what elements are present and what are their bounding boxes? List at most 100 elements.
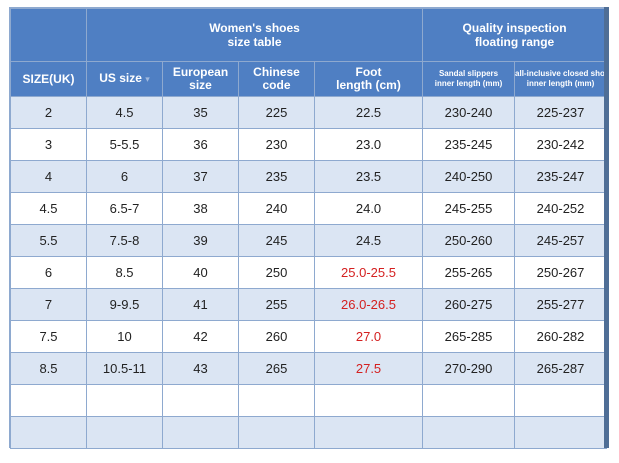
table-row: 4.5 6.5-7 38 240 24.0 245-255 240-252 <box>10 192 608 225</box>
cell-closed-length[interactable]: 255-277 <box>514 288 608 321</box>
cell-size-uk[interactable]: 7.5 <box>10 320 87 353</box>
header-us-size[interactable]: US size ▾ <box>86 61 163 97</box>
cell-us-size[interactable]: 7.5-8 <box>86 224 163 257</box>
cell-closed-length[interactable]: 245-257 <box>514 224 608 257</box>
cell-size-uk[interactable]: 5.5 <box>10 224 87 257</box>
empty-cell[interactable] <box>238 384 315 417</box>
header-european-line1: European <box>172 65 229 79</box>
header-sandal-line2: inner length (mm) <box>434 79 503 88</box>
cell-foot-length[interactable]: 25.0-25.5 <box>313 256 424 289</box>
cell-european-size[interactable]: 37 <box>162 160 239 193</box>
cell-foot-length[interactable]: 27.0 <box>313 320 424 353</box>
cell-european-size[interactable]: 38 <box>162 192 239 225</box>
table-title-line2: size table <box>227 35 282 49</box>
header-sandal-inner-length[interactable]: Sandal slippers inner length (mm) <box>422 61 516 97</box>
cell-chinese-code[interactable]: 240 <box>238 192 315 225</box>
cell-us-size[interactable]: 6 <box>86 160 163 193</box>
cell-foot-length[interactable]: 24.5 <box>313 224 424 257</box>
cell-chinese-code[interactable]: 235 <box>238 160 315 193</box>
header-size-uk[interactable]: SIZE(UK) <box>10 61 87 97</box>
header-european-line2: size <box>189 78 212 92</box>
cell-european-size[interactable]: 43 <box>162 352 239 385</box>
cell-chinese-code[interactable]: 230 <box>238 128 315 161</box>
cell-size-uk[interactable]: 8.5 <box>10 352 87 385</box>
cell-foot-length[interactable]: 27.5 <box>313 352 424 385</box>
empty-cell[interactable] <box>162 416 239 449</box>
title-spacer <box>10 8 87 62</box>
cell-size-uk[interactable]: 6 <box>10 256 87 289</box>
cell-closed-length[interactable]: 235-247 <box>514 160 608 193</box>
cell-european-size[interactable]: 40 <box>162 256 239 289</box>
cell-chinese-code[interactable]: 265 <box>238 352 315 385</box>
cell-us-size[interactable]: 5-5.5 <box>86 128 163 161</box>
cell-european-size[interactable]: 39 <box>162 224 239 257</box>
cell-foot-length[interactable]: 26.0-26.5 <box>313 288 424 321</box>
empty-cell[interactable] <box>86 384 163 417</box>
header-closed-shoes-inner-length[interactable]: all-inclusive closed shoes inner length … <box>514 61 608 97</box>
cell-closed-length[interactable]: 250-267 <box>514 256 608 289</box>
cell-size-uk[interactable]: 4 <box>10 160 87 193</box>
cell-sandal-length[interactable]: 230-240 <box>422 96 516 129</box>
empty-cell[interactable] <box>313 416 424 449</box>
cell-sandal-length[interactable]: 255-265 <box>422 256 516 289</box>
cell-foot-length[interactable]: 22.5 <box>313 96 424 129</box>
sort-arrow-icon[interactable]: ▾ <box>145 74 150 84</box>
table-row: 8.5 10.5-11 43 265 27.5 270-290 265-287 <box>10 352 608 385</box>
cell-sandal-length[interactable]: 270-290 <box>422 352 516 385</box>
empty-cell[interactable] <box>10 416 87 449</box>
cell-sandal-length[interactable]: 245-255 <box>422 192 516 225</box>
cell-closed-length[interactable]: 230-242 <box>514 128 608 161</box>
cell-us-size[interactable]: 6.5-7 <box>86 192 163 225</box>
cell-us-size[interactable]: 10 <box>86 320 163 353</box>
cell-sandal-length[interactable]: 265-285 <box>422 320 516 353</box>
cell-us-size[interactable]: 10.5-11 <box>86 352 163 385</box>
header-foot-line2: length (cm) <box>336 78 401 92</box>
cell-chinese-code[interactable]: 260 <box>238 320 315 353</box>
cell-foot-length[interactable]: 24.0 <box>313 192 424 225</box>
empty-cell[interactable] <box>313 384 424 417</box>
table-row: 7 9-9.5 41 255 26.0-26.5 260-275 255-277 <box>10 288 608 321</box>
empty-cell[interactable] <box>514 384 608 417</box>
cell-sandal-length[interactable]: 235-245 <box>422 128 516 161</box>
cell-foot-length[interactable]: 23.0 <box>313 128 424 161</box>
header-foot-line1: Foot <box>355 65 382 79</box>
cell-european-size[interactable]: 36 <box>162 128 239 161</box>
cell-closed-length[interactable]: 265-287 <box>514 352 608 385</box>
cell-closed-length[interactable]: 240-252 <box>514 192 608 225</box>
empty-cell[interactable] <box>422 384 516 417</box>
cell-size-uk[interactable]: 2 <box>10 96 87 129</box>
cell-us-size[interactable]: 4.5 <box>86 96 163 129</box>
cell-chinese-code[interactable]: 225 <box>238 96 315 129</box>
empty-cell[interactable] <box>514 416 608 449</box>
cell-sandal-length[interactable]: 260-275 <box>422 288 516 321</box>
cell-european-size[interactable]: 35 <box>162 96 239 129</box>
cell-chinese-code[interactable]: 255 <box>238 288 315 321</box>
table-row: 2 4.5 35 225 22.5 230-240 225-237 <box>10 96 608 129</box>
empty-cell[interactable] <box>162 384 239 417</box>
cell-size-uk[interactable]: 4.5 <box>10 192 87 225</box>
cell-sandal-length[interactable]: 240-250 <box>422 160 516 193</box>
cell-us-size[interactable]: 9-9.5 <box>86 288 163 321</box>
header-chinese-line2: code <box>262 78 291 92</box>
header-chinese-code[interactable]: Chinese code <box>238 61 315 97</box>
cell-size-uk[interactable]: 7 <box>10 288 87 321</box>
header-size-uk-label: SIZE(UK) <box>22 71 75 86</box>
empty-cell[interactable] <box>422 416 516 449</box>
cell-sandal-length[interactable]: 250-260 <box>422 224 516 257</box>
table-row: 3 5-5.5 36 230 23.0 235-245 230-242 <box>10 128 608 161</box>
cell-european-size[interactable]: 42 <box>162 320 239 353</box>
header-european-size[interactable]: European size <box>162 61 239 97</box>
cell-size-uk[interactable]: 3 <box>10 128 87 161</box>
cell-closed-length[interactable]: 260-282 <box>514 320 608 353</box>
empty-cell[interactable] <box>86 416 163 449</box>
empty-cell[interactable] <box>10 384 87 417</box>
header-foot-length[interactable]: Foot length (cm) <box>313 61 424 97</box>
cell-european-size[interactable]: 41 <box>162 288 239 321</box>
cell-us-size[interactable]: 8.5 <box>86 256 163 289</box>
empty-cell[interactable] <box>238 416 315 449</box>
cell-closed-length[interactable]: 225-237 <box>514 96 608 129</box>
cell-foot-length[interactable]: 23.5 <box>313 160 424 193</box>
cell-chinese-code[interactable]: 250 <box>238 256 315 289</box>
cell-chinese-code[interactable]: 245 <box>238 224 315 257</box>
empty-row <box>10 384 608 417</box>
